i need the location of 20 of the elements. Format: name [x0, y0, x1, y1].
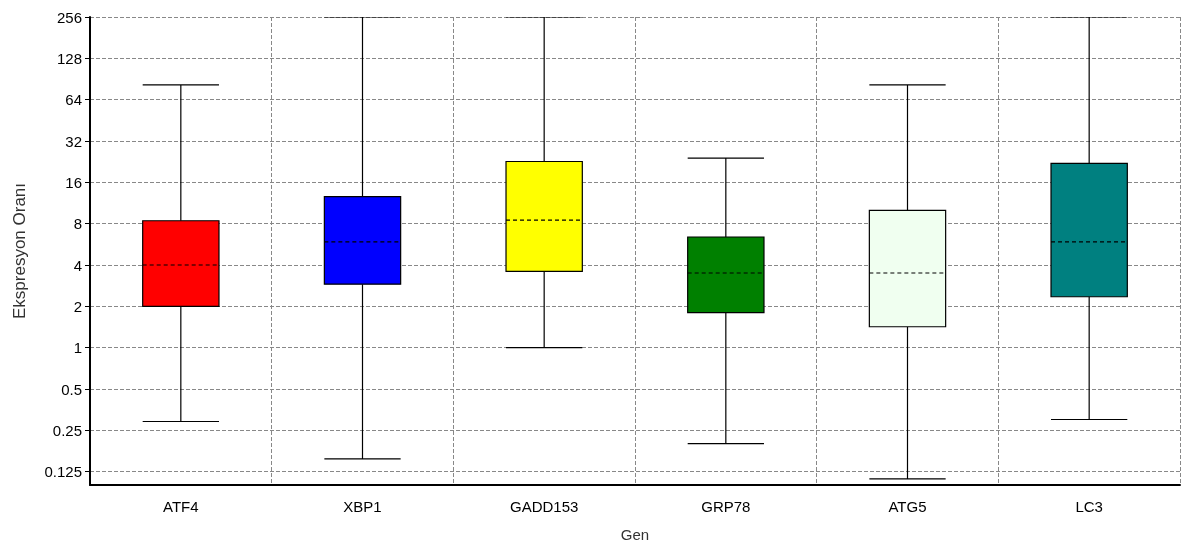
y-tick-label: 0.5: [61, 380, 82, 398]
y-tick-label: 32: [65, 132, 82, 150]
y-tick-label: 2: [73, 297, 82, 315]
y-tick-label: 128: [56, 49, 82, 67]
x-tick-label: ATG5: [888, 498, 927, 515]
y-tick-label: 256: [56, 8, 82, 26]
y-tick-label: 0.125: [44, 463, 82, 481]
y-tick-label: 0.25: [52, 421, 82, 439]
x-tick-label: LC3: [1075, 498, 1103, 515]
y-tick-label: 1: [73, 339, 82, 357]
y-tick-label: 16: [65, 173, 82, 191]
y-tick-label: 8: [73, 215, 82, 233]
x-axis-title: Gen: [620, 526, 650, 543]
y-tick-label: 4: [73, 256, 82, 274]
y-tick-label: 64: [65, 91, 82, 109]
x-tick-label: GRP78: [701, 498, 751, 515]
x-tick-label: XBP1: [343, 498, 382, 515]
x-tick-label: ATF4: [163, 498, 199, 515]
x-tick-label: GADD153: [509, 498, 579, 515]
y-axis-title: Ekspresyon Oranı: [10, 182, 29, 320]
